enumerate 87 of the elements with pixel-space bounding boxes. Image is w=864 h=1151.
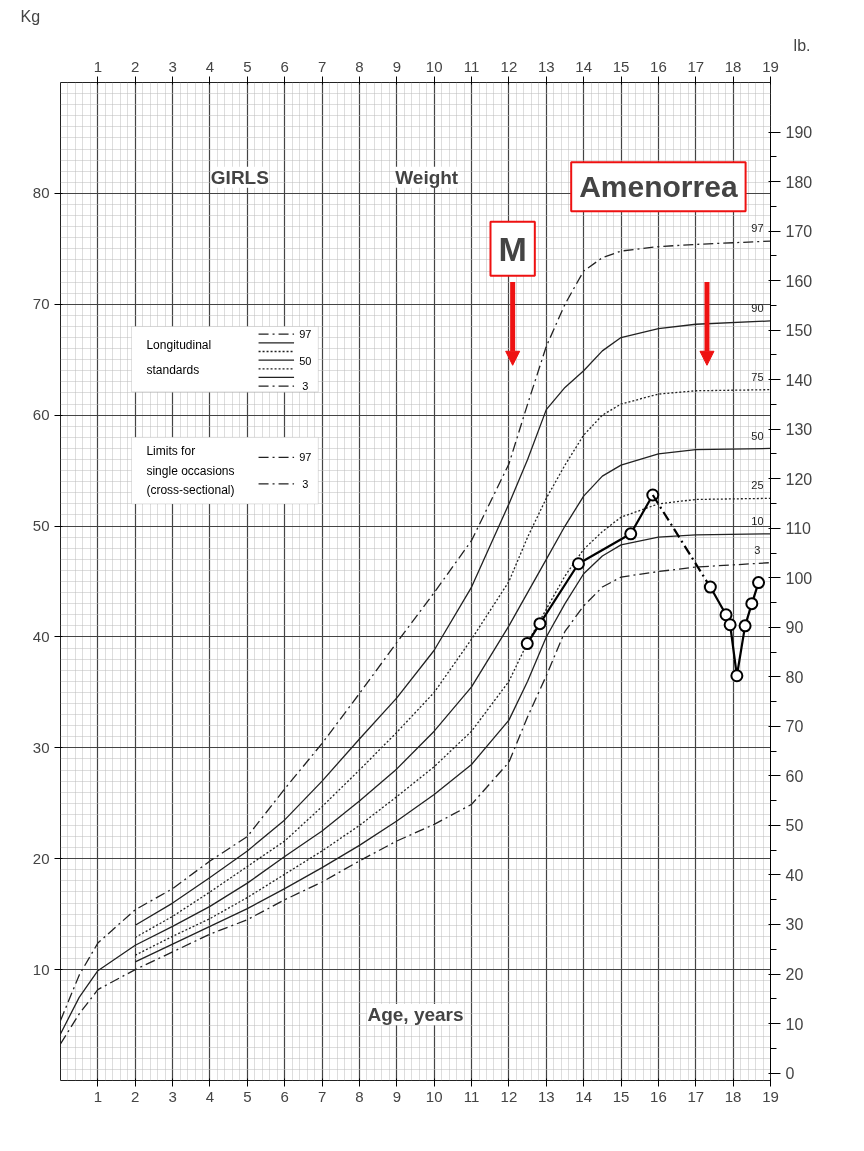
y-tick-label: 20 bbox=[32, 849, 50, 867]
y2-tick-label: 10 bbox=[785, 1015, 804, 1033]
x-tick-label: 2 bbox=[131, 1087, 140, 1105]
x-tick-label: 10 bbox=[425, 1087, 443, 1105]
x-tick-label: 8 bbox=[355, 1087, 364, 1105]
y-tick-label: 50 bbox=[32, 517, 50, 535]
x-tick-label: 14 bbox=[575, 1087, 592, 1105]
y2-tick-label: 100 bbox=[785, 569, 813, 587]
x2-tick-label: 19 bbox=[762, 57, 779, 75]
x2-tick-label: 15 bbox=[612, 57, 630, 75]
y2-tick-label: 80 bbox=[785, 668, 804, 686]
x-tick-label: 5 bbox=[243, 1087, 252, 1105]
text: GIRLS bbox=[210, 166, 269, 188]
y2-tick-label: 130 bbox=[785, 421, 813, 439]
y2-tick-label: 120 bbox=[785, 470, 813, 488]
x2-tick-label: 16 bbox=[650, 57, 667, 75]
y2-tick-label: 20 bbox=[785, 966, 804, 984]
x2-tick-label: 14 bbox=[575, 57, 592, 75]
x-tick-label: 13 bbox=[537, 1087, 555, 1105]
text: Weight bbox=[395, 166, 459, 188]
series-label: 25 bbox=[751, 479, 764, 492]
annotation: Amenorrea bbox=[579, 170, 738, 204]
x-tick-label: 9 bbox=[392, 1087, 401, 1105]
x2-tick-label: 6 bbox=[280, 57, 289, 75]
x2-tick-label: 17 bbox=[687, 57, 705, 75]
x2-tick-label: 12 bbox=[500, 57, 518, 75]
series-label: 90 bbox=[751, 302, 764, 315]
x-tick-label: 6 bbox=[280, 1087, 289, 1105]
annotation: 50 bbox=[751, 429, 764, 442]
annotation: M bbox=[498, 229, 527, 268]
annotation: 3 bbox=[754, 543, 761, 556]
y-tick-label: 60 bbox=[32, 406, 50, 424]
y2-tick-label: 170 bbox=[785, 223, 813, 241]
legend-label: 97 bbox=[299, 328, 312, 341]
x2-tick-label: 3 bbox=[168, 57, 177, 75]
y-tick-label: 40 bbox=[32, 627, 50, 645]
x2-tick-label: 11 bbox=[463, 57, 480, 75]
x-tick-label: 12 bbox=[500, 1087, 518, 1105]
x-tick-label: 11 bbox=[463, 1087, 480, 1105]
x2-tick-label: 10 bbox=[425, 57, 443, 75]
y2-tick-label: 40 bbox=[785, 866, 804, 884]
y-tick-label: 80 bbox=[32, 184, 50, 202]
annotation: 97 bbox=[299, 451, 312, 464]
y2-tick-label: 150 bbox=[785, 322, 813, 340]
x-tick-label: 15 bbox=[612, 1087, 630, 1105]
x2-tick-label: 7 bbox=[317, 57, 327, 75]
x-tick-label: 7 bbox=[317, 1087, 327, 1105]
x2-tick-label: 8 bbox=[355, 57, 364, 75]
annotation: Longitudinal standards bbox=[146, 337, 212, 378]
y2-tick-label: 60 bbox=[785, 767, 804, 785]
y2-tick-label: 140 bbox=[785, 371, 813, 389]
y2-tick-label: 160 bbox=[785, 272, 813, 290]
x2-tick-label: 18 bbox=[724, 57, 742, 75]
annotation: 3 bbox=[302, 380, 309, 393]
x2-tick-label: 13 bbox=[537, 57, 555, 75]
x2-tick-label: 5 bbox=[243, 57, 252, 75]
y2-tick-label: 110 bbox=[785, 520, 812, 538]
annotation: 97 bbox=[751, 222, 764, 235]
x2-tick-label: 1 bbox=[93, 57, 103, 75]
y-tick-label: 10 bbox=[32, 960, 50, 978]
y-tick-label: 70 bbox=[32, 295, 50, 313]
y-tick-label: 30 bbox=[32, 738, 50, 756]
legend-label: 3 bbox=[302, 477, 309, 490]
x-tick-label: 17 bbox=[687, 1087, 705, 1105]
y2-tick-label: 90 bbox=[785, 619, 804, 637]
series-label: 10 bbox=[751, 514, 764, 527]
x-tick-label: 1 bbox=[93, 1087, 103, 1105]
x-tick-label: 4 bbox=[205, 1087, 215, 1105]
series-label: 75 bbox=[751, 370, 764, 383]
y2-tick-label: 70 bbox=[785, 718, 804, 736]
x2-tick-label: 9 bbox=[392, 57, 401, 75]
x-tick-label: 16 bbox=[650, 1087, 667, 1105]
x-axis-title: Age, years bbox=[367, 1004, 464, 1026]
y2-tick-label: 0 bbox=[785, 1065, 795, 1083]
y2-tick-label: 180 bbox=[785, 173, 813, 191]
x-tick-label: 3 bbox=[168, 1087, 177, 1105]
y-axis-title: Kg bbox=[20, 7, 41, 25]
legend-label: 50 bbox=[299, 354, 312, 367]
x-tick-label: 19 bbox=[762, 1087, 779, 1105]
y2-tick-label: 190 bbox=[785, 124, 813, 142]
y2-axis-title: lb. bbox=[793, 36, 811, 54]
x-tick-label: 18 bbox=[724, 1087, 742, 1105]
annotation: Limits for single occasions (cross-sectional) bbox=[146, 444, 235, 498]
x2-tick-label: 4 bbox=[205, 57, 215, 75]
x2-tick-label: 2 bbox=[131, 57, 140, 75]
y2-tick-label: 30 bbox=[785, 916, 804, 934]
y2-tick-label: 50 bbox=[785, 817, 804, 835]
